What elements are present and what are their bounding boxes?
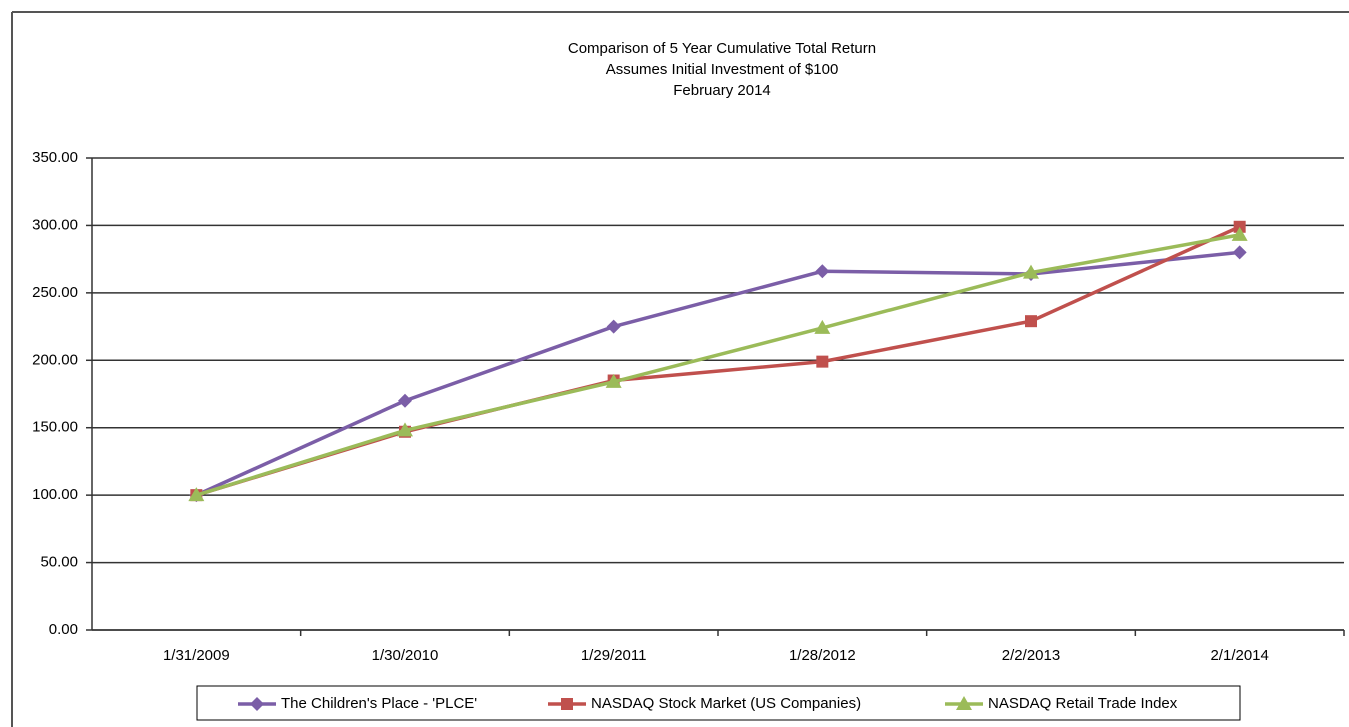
data-point [1023,264,1039,279]
y-tick-label: 250.00 [32,284,78,301]
x-tick-label: 1/31/2009 [163,647,230,664]
series-line [195,250,1240,497]
x-tick-label: 1/29/2011 [581,647,647,664]
data-point [398,393,412,408]
y-tick-label: 150.00 [32,419,78,436]
data-point [815,264,830,279]
legend-marker [956,696,972,710]
legend-box [196,685,1241,721]
data-point [1232,245,1247,260]
data-point [606,319,621,334]
series-line [195,233,1240,497]
x-tick-label: 1/28/2012 [789,647,856,664]
data-point [605,373,622,388]
data-point [1025,315,1037,328]
legend-marker [250,697,264,711]
y-tick-label: 300.00 [32,216,78,233]
x-tick-label: 2/2/2013 [1002,647,1060,664]
x-tick-label: 1/30/2010 [372,647,439,664]
chart-title: Assumes Initial Investment of $100 [606,61,839,78]
legend-marker [561,698,573,710]
data-point [1231,226,1248,241]
y-tick-label: 50.00 [40,554,78,571]
legend-label: NASDAQ Stock Market (US Companies) [591,695,861,712]
data-point [816,355,829,368]
legend-label: The Children's Place - 'PLCE' [281,695,477,712]
y-tick-label: 0.00 [49,621,78,638]
data-point [814,319,831,334]
data-point [1233,220,1246,233]
legend-label: NASDAQ Retail Trade Index [988,695,1178,712]
chart-title: Comparison of 5 Year Cumulative Total Re… [568,40,876,57]
data-point [188,487,205,502]
x-tick-label: 2/1/2014 [1210,647,1268,664]
y-tick-label: 100.00 [32,486,78,503]
y-tick-label: 350.00 [32,149,78,166]
chart-title: February 2014 [673,82,771,99]
data-point [397,422,413,437]
y-tick-label: 200.00 [32,351,78,368]
